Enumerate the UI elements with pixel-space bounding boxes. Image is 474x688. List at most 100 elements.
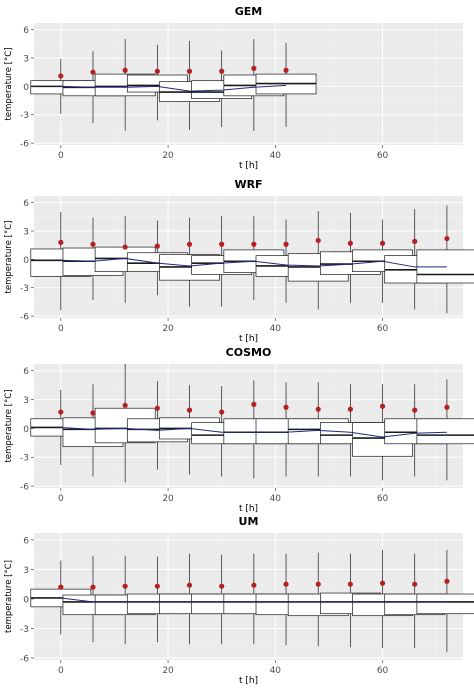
mean-point xyxy=(90,410,96,416)
trend-line xyxy=(60,597,447,603)
mean-point xyxy=(412,581,418,587)
trend-line xyxy=(60,257,447,268)
y-tick-label: 6 xyxy=(23,367,29,377)
box-t72 xyxy=(416,379,474,481)
x-tick-label: 60 xyxy=(377,324,389,334)
x-tick-label: 0 xyxy=(58,151,64,161)
y-tick-label: 0 xyxy=(23,425,29,435)
mean-point xyxy=(90,69,96,75)
mean-point xyxy=(315,581,321,587)
trend-line xyxy=(60,84,287,92)
mean-point xyxy=(219,68,225,74)
mean-point xyxy=(251,65,257,71)
x-tick-label: 60 xyxy=(377,666,389,676)
mean-point xyxy=(90,241,96,247)
mean-point xyxy=(251,241,257,247)
mean-point xyxy=(186,68,193,74)
mean-point xyxy=(379,240,386,246)
x-tick-label: 20 xyxy=(162,324,174,334)
chart-title: WRF xyxy=(234,178,262,191)
y-tick-label: 6 xyxy=(23,536,29,546)
mean-point xyxy=(283,241,289,247)
mean-point xyxy=(251,401,257,407)
mean-point xyxy=(251,582,257,588)
x-tick-label: 0 xyxy=(58,324,64,334)
mean-point xyxy=(122,67,128,73)
y-tick-label: 3 xyxy=(23,54,29,64)
x-tick-label: 60 xyxy=(377,494,389,504)
y-tick-label: 6 xyxy=(23,199,29,209)
y-tick-label: -3 xyxy=(20,111,29,121)
x-tick-label: 20 xyxy=(162,666,174,676)
mean-point xyxy=(283,404,289,410)
mean-point xyxy=(122,583,128,589)
y-tick-label: -6 xyxy=(20,655,29,665)
x-tick-label: 20 xyxy=(162,494,174,504)
mean-point xyxy=(444,578,450,584)
mean-point xyxy=(122,244,128,250)
y-axis-label: temperature [°C] xyxy=(4,560,14,633)
mean-point xyxy=(444,404,450,410)
x-axis-label: t [h] xyxy=(239,161,258,171)
y-axis-label: temperature [°C] xyxy=(4,390,14,463)
y-axis-label: temperature [°C] xyxy=(4,48,14,121)
x-axis-label: t [h] xyxy=(239,334,258,344)
mean-point xyxy=(154,405,160,411)
mean-point xyxy=(90,584,96,590)
y-tick-label: 0 xyxy=(23,83,29,93)
chart-title: COSMO xyxy=(226,346,272,359)
y-tick-label: -6 xyxy=(20,140,29,150)
trend-line xyxy=(60,426,447,438)
y-tick-label: -6 xyxy=(20,483,29,493)
mean-point xyxy=(219,583,225,589)
x-axis-label: t [h] xyxy=(239,504,258,514)
mean-point xyxy=(186,241,193,247)
x-tick-label: 40 xyxy=(270,666,282,676)
y-tick-label: 6 xyxy=(23,26,29,36)
mean-point xyxy=(219,241,225,247)
y-tick-label: 3 xyxy=(23,227,29,237)
box-iqr xyxy=(416,593,474,615)
mean-point xyxy=(412,407,418,413)
mean-point xyxy=(347,581,353,587)
box-t42 xyxy=(255,42,317,128)
mean-point xyxy=(154,243,160,249)
y-tick-label: -3 xyxy=(20,284,29,294)
x-axis-label: t [h] xyxy=(239,676,258,686)
box-iqr xyxy=(416,418,474,445)
y-tick-label: 3 xyxy=(23,396,29,406)
y-tick-label: 3 xyxy=(23,566,29,576)
mean-point xyxy=(347,406,353,412)
mean-point xyxy=(283,67,289,73)
chart-title: UM xyxy=(239,515,259,528)
mean-point xyxy=(315,237,321,244)
mean-point xyxy=(186,407,193,413)
mean-point xyxy=(283,581,289,587)
x-tick-label: 0 xyxy=(58,494,64,504)
y-tick-label: 0 xyxy=(23,595,29,605)
mean-point xyxy=(379,403,386,409)
y-axis-label: temperature [°C] xyxy=(4,221,14,294)
x-tick-label: 40 xyxy=(270,494,282,504)
mean-point xyxy=(347,240,353,246)
mean-point xyxy=(315,406,321,412)
mean-point xyxy=(444,235,450,242)
mean-point xyxy=(58,239,64,245)
x-tick-label: 40 xyxy=(270,151,282,161)
x-tick-label: 60 xyxy=(377,151,389,161)
x-tick-label: 40 xyxy=(270,324,282,334)
y-tick-label: -3 xyxy=(20,454,29,464)
mean-point xyxy=(412,238,418,244)
y-tick-label: -6 xyxy=(20,313,29,323)
mean-point xyxy=(58,409,64,415)
mean-point xyxy=(154,583,160,589)
mean-point xyxy=(122,402,128,408)
x-tick-label: 0 xyxy=(58,666,64,676)
mean-point xyxy=(58,584,64,590)
y-tick-label: 0 xyxy=(23,256,29,266)
chart-title: GEM xyxy=(235,5,263,18)
mean-point xyxy=(379,580,386,586)
